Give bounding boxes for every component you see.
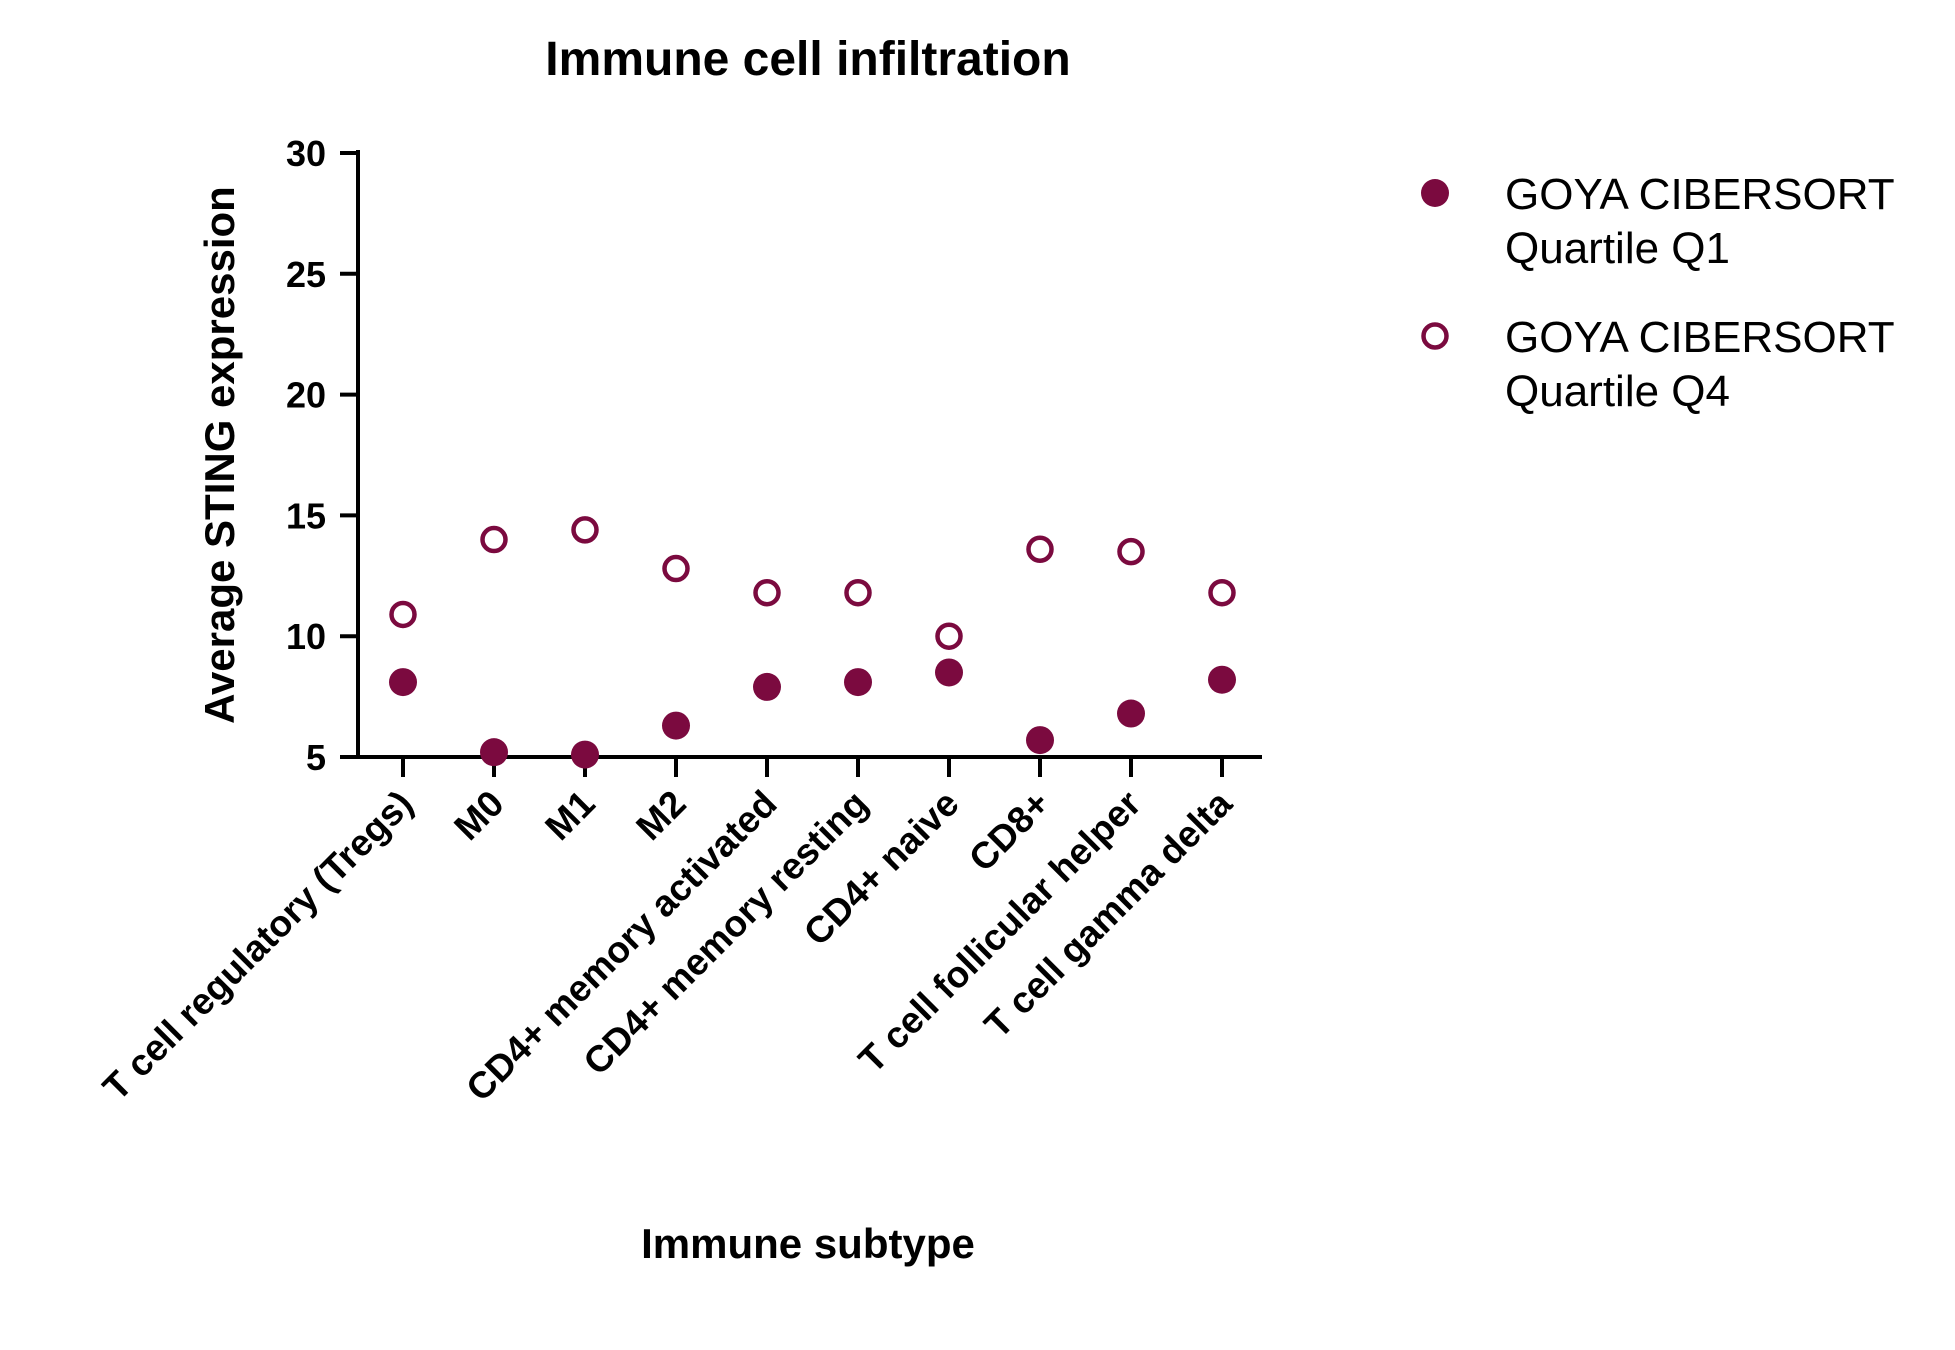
y-tick-label: 10	[286, 616, 326, 657]
q4-point	[1208, 578, 1236, 607]
legend-marker	[1421, 322, 1449, 350]
q1-point	[753, 672, 781, 701]
y-tick-label: 25	[286, 254, 326, 295]
q1-point	[662, 711, 690, 740]
y-axis-label: Average STING expression	[196, 186, 243, 724]
q4-point	[1026, 535, 1054, 563]
q4-point	[480, 525, 508, 554]
y-axis: 5 10 15 20 25 30	[286, 133, 360, 778]
legend-label: Quartile Q4	[1505, 367, 1730, 416]
legend-label: GOYA CIBERSORT	[1505, 170, 1895, 219]
q4-point	[662, 554, 690, 583]
y-tick-label: 20	[286, 375, 326, 416]
legend-marker	[1421, 179, 1449, 207]
q1-point	[571, 740, 599, 769]
q4-point	[389, 600, 417, 629]
q4-point	[1117, 537, 1145, 566]
q1-point	[1117, 699, 1145, 728]
y-ticks: 5 10 15 20 25 30	[286, 133, 358, 778]
legend-label: Quartile Q1	[1505, 224, 1730, 273]
q1-point	[1208, 665, 1236, 694]
data-points	[389, 516, 1236, 769]
q4-point	[571, 516, 599, 544]
y-tick-label: 30	[286, 133, 326, 174]
q1-point	[844, 668, 872, 697]
chart-title: Immune cell infiltration	[545, 33, 1070, 86]
q4-point	[844, 578, 872, 607]
y-tick-label: 5	[306, 737, 326, 778]
x-tick-label: M1	[537, 783, 602, 848]
q1-point	[480, 738, 508, 767]
legend: GOYA CIBERSORT Quartile Q1 GOYA CIBERSORT Q…	[1421, 170, 1895, 416]
y-tick-label: 15	[286, 495, 326, 536]
x-tick-label: M0	[446, 783, 511, 848]
x-tick-label: M2	[628, 783, 693, 848]
q1-point	[389, 668, 417, 697]
x-tick-label: T cell regulatory (Tregs)	[95, 783, 421, 1109]
q4-point	[753, 578, 781, 607]
legend-label: GOYA CIBERSORT	[1505, 313, 1895, 362]
q4-point	[935, 622, 963, 650]
x-axis-label: Immune subtype	[641, 1220, 975, 1267]
q1-point	[935, 658, 963, 687]
q1-point	[1026, 726, 1054, 755]
